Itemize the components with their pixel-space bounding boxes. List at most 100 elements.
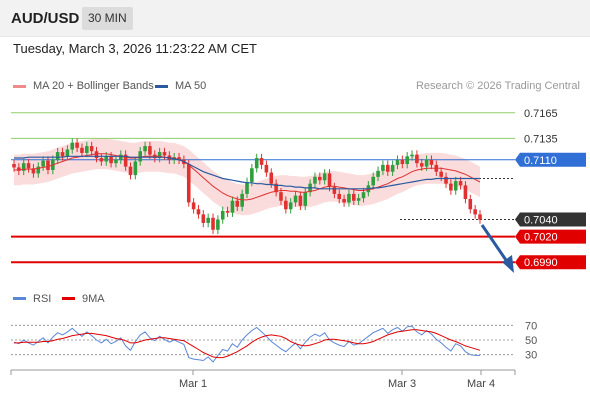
candle-body — [288, 202, 293, 210]
candle-body — [313, 176, 317, 184]
rsi-tick-30: 30 — [525, 350, 537, 362]
timeframe-button[interactable]: 30 MIN — [82, 7, 133, 30]
candle-body — [439, 171, 443, 177]
bollinger-band — [14, 138, 480, 216]
level-label-0.7165: 0.7165 — [524, 108, 558, 120]
candle-body — [419, 163, 424, 167]
candle-body — [85, 146, 89, 153]
candle-body — [473, 209, 477, 215]
candle-body — [114, 159, 118, 164]
candle-body — [211, 217, 215, 230]
candle-body — [385, 164, 390, 172]
rsi-tick-70: 70 — [525, 320, 537, 332]
rsi-9ma-line — [14, 329, 481, 359]
candle-body — [478, 214, 482, 220]
ma20-line — [14, 153, 481, 201]
candle-body — [453, 181, 458, 191]
candle-body — [225, 210, 230, 213]
candle-body — [390, 164, 395, 172]
candle-body — [274, 183, 278, 193]
level-label-0.6990: 0.6990 — [524, 257, 558, 269]
candle-body — [80, 147, 84, 153]
candle-body — [371, 176, 376, 186]
symbol-title: AUD/USD — [11, 10, 80, 27]
candle-body — [458, 181, 463, 186]
candle-body — [318, 176, 322, 181]
candle-body — [415, 154, 419, 164]
candle-body — [381, 164, 385, 171]
candle-body — [104, 156, 109, 162]
timestamp: Tuesday, March 3, 2026 11:23:22 AM CET — [13, 41, 257, 56]
candle-body — [327, 173, 332, 188]
candle-body — [332, 187, 337, 194]
candle-body — [89, 146, 94, 152]
candle-body — [196, 209, 201, 215]
candle-body — [449, 183, 453, 191]
candle-body — [157, 152, 162, 159]
candle-body — [143, 146, 147, 152]
legend-rsi-label: RSI — [33, 293, 52, 305]
candle-body — [254, 158, 259, 169]
rsi-tick-50: 50 — [525, 335, 537, 347]
candle-body — [424, 159, 429, 167]
candle-body — [410, 154, 414, 157]
candle-body — [94, 151, 99, 159]
candle-body — [26, 163, 31, 169]
level-tag-0.6990 — [515, 255, 586, 270]
candle-body — [376, 170, 380, 177]
candle-body — [31, 168, 36, 174]
legend-9ma-label: 9MA — [82, 293, 105, 305]
candle-body — [17, 167, 21, 171]
candle-body — [235, 200, 240, 207]
candle-body — [293, 195, 298, 203]
candle-body — [191, 202, 196, 210]
candle-body — [21, 163, 26, 171]
candle-body — [264, 164, 269, 173]
candle-body — [12, 164, 16, 168]
x-tick-label: Mar 3 — [388, 378, 416, 390]
candle-body — [70, 142, 75, 150]
x-tick-label: Mar 1 — [179, 378, 207, 390]
ma50-line — [14, 155, 480, 190]
candle-body — [405, 156, 409, 165]
candle-body — [342, 199, 346, 203]
level-label-0.7020: 0.7020 — [524, 232, 558, 244]
candle-body — [138, 151, 143, 162]
candle-body — [148, 146, 152, 155]
candle-body — [361, 192, 366, 199]
candle-body — [429, 159, 434, 165]
candle-body — [186, 164, 191, 203]
candle-body — [322, 173, 327, 181]
legend-ma50-label: MA 50 — [175, 80, 207, 92]
candle-body — [206, 217, 210, 223]
candle-body — [216, 219, 220, 230]
rsi-line — [13, 325, 480, 363]
candle-body — [356, 198, 361, 201]
level-label-0.7110: 0.7110 — [524, 155, 557, 167]
candle-body — [220, 210, 225, 220]
candle-body — [463, 185, 468, 200]
candle-body — [269, 172, 274, 184]
candle-body — [250, 168, 254, 182]
candle-body — [303, 192, 308, 206]
candle-body — [468, 199, 473, 210]
candle-body — [351, 193, 356, 201]
candle-body — [395, 159, 400, 165]
candle-body — [177, 157, 181, 160]
credit-text: Research © 2026 Trading Central — [415, 80, 580, 92]
candle-body — [230, 200, 235, 213]
candle-body — [36, 166, 41, 174]
level-label-0.7040: 0.7040 — [524, 215, 558, 227]
arrow-head — [502, 255, 514, 273]
legend-ma20-swatch — [13, 85, 26, 88]
chart-header: AUD/USD 30 MIN — [0, 0, 590, 37]
candle-body — [118, 154, 123, 160]
legend-ma20-label: MA 20 + Bollinger Bands — [33, 80, 154, 92]
level-tag-0.7110 — [515, 152, 586, 167]
candle-body — [46, 160, 50, 170]
candle-body — [65, 149, 70, 157]
candle-body — [109, 156, 113, 164]
level-label-0.7135: 0.7135 — [524, 133, 558, 145]
arrow-shaft — [480, 224, 510, 264]
